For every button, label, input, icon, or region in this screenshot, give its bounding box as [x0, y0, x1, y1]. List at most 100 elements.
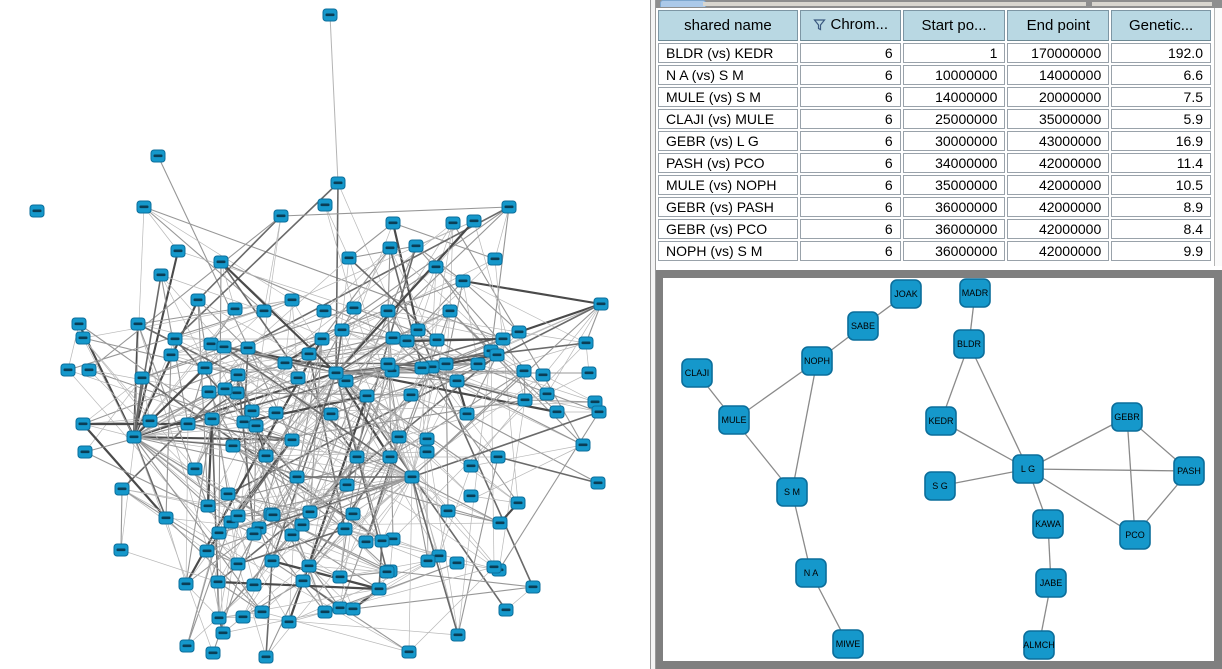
network-node[interactable]	[71, 317, 87, 331]
network-node[interactable]	[419, 432, 435, 446]
network-node[interactable]	[380, 357, 396, 371]
network-node[interactable]	[371, 582, 387, 596]
edge-NOPH-S M[interactable]	[791, 360, 818, 493]
scrollbar-track[interactable]	[1092, 2, 1212, 6]
network-node[interactable]	[289, 470, 305, 484]
network-node[interactable]	[230, 557, 246, 571]
network-node[interactable]	[517, 393, 533, 407]
node-GEBR[interactable]: GEBR	[1111, 402, 1143, 432]
network-node[interactable]	[487, 252, 503, 266]
network-node[interactable]	[290, 371, 306, 385]
network-node[interactable]	[220, 487, 236, 501]
network-node[interactable]	[440, 504, 456, 518]
network-node[interactable]	[216, 340, 232, 354]
node-JABE[interactable]: JABE	[1035, 568, 1067, 598]
network-node[interactable]	[404, 470, 420, 484]
network-node[interactable]	[217, 382, 233, 396]
node-N A[interactable]: N A	[795, 558, 827, 588]
table-row[interactable]: GEBR (vs) PCO 6 36000000 42000000 8.4	[658, 219, 1211, 239]
network-node[interactable]	[314, 332, 330, 346]
network-node[interactable]	[575, 438, 591, 452]
network-node[interactable]	[317, 198, 333, 212]
main-network-canvas[interactable]	[0, 0, 650, 669]
network-node[interactable]	[126, 430, 142, 444]
network-node[interactable]	[215, 626, 231, 640]
network-node[interactable]	[158, 511, 174, 525]
edge-BLDR-L G[interactable]	[968, 343, 1029, 470]
node-JOAK[interactable]: JOAK	[890, 279, 922, 309]
network-node[interactable]	[29, 204, 45, 218]
network-node[interactable]	[316, 304, 332, 318]
network-node[interactable]	[578, 336, 594, 350]
table-row[interactable]: PASH (vs) PCO 6 34000000 42000000 11.4	[658, 153, 1211, 173]
column-header-genetic[interactable]: Genetic...	[1111, 10, 1211, 41]
table-row[interactable]: CLAJI (vs) MULE 6 25000000 35000000 5.9	[658, 109, 1211, 129]
network-node[interactable]	[323, 407, 339, 421]
node-KEDR[interactable]: KEDR	[925, 406, 957, 436]
network-node[interactable]	[459, 407, 475, 421]
node-NOPH[interactable]: NOPH	[801, 346, 833, 376]
table-row[interactable]: NOPH (vs) S M 6 36000000 42000000 9.9	[658, 241, 1211, 261]
edge-L G-GEBR[interactable]	[1027, 416, 1128, 470]
network-node[interactable]	[341, 251, 357, 265]
table-row[interactable]: MULE (vs) S M 6 14000000 20000000 7.5	[658, 87, 1211, 107]
network-node[interactable]	[167, 332, 183, 346]
network-node[interactable]	[330, 176, 346, 190]
network-node[interactable]	[401, 645, 417, 659]
network-node[interactable]	[382, 450, 398, 464]
network-node[interactable]	[180, 417, 196, 431]
network-node[interactable]	[501, 200, 517, 214]
network-node[interactable]	[438, 357, 454, 371]
network-node[interactable]	[75, 331, 91, 345]
network-node[interactable]	[511, 325, 527, 339]
network-node[interactable]	[349, 450, 365, 464]
network-node[interactable]	[268, 406, 284, 420]
network-node[interactable]	[197, 361, 213, 375]
edge-L G-PASH[interactable]	[1027, 468, 1190, 472]
filter-icon[interactable]	[812, 19, 826, 31]
network-node[interactable]	[337, 522, 353, 536]
network-node[interactable]	[114, 482, 130, 496]
network-node[interactable]	[170, 244, 186, 258]
network-node[interactable]	[382, 241, 398, 255]
node-KAWA[interactable]: KAWA	[1032, 509, 1064, 539]
network-node[interactable]	[248, 419, 264, 433]
network-node[interactable]	[163, 348, 179, 362]
network-node[interactable]	[466, 214, 482, 228]
network-node[interactable]	[230, 509, 246, 523]
network-node[interactable]	[535, 368, 551, 382]
edge-GEBR-PCO[interactable]	[1126, 416, 1136, 536]
network-node[interactable]	[539, 387, 555, 401]
network-node[interactable]	[60, 363, 76, 377]
network-node[interactable]	[590, 476, 606, 490]
network-node[interactable]	[495, 332, 511, 346]
network-node[interactable]	[455, 274, 471, 288]
network-node[interactable]	[211, 611, 227, 625]
network-node[interactable]	[339, 478, 355, 492]
network-node[interactable]	[346, 301, 362, 315]
network-node[interactable]	[420, 554, 436, 568]
network-node[interactable]	[374, 534, 390, 548]
network-node[interactable]	[213, 255, 229, 269]
network-node[interactable]	[429, 333, 445, 347]
network-node[interactable]	[77, 445, 93, 459]
network-node[interactable]	[210, 575, 226, 589]
network-node[interactable]	[178, 577, 194, 591]
network-node[interactable]	[450, 628, 466, 642]
column-header-end-point[interactable]: End point	[1007, 10, 1110, 41]
network-node[interactable]	[442, 304, 458, 318]
network-node[interactable]	[489, 348, 505, 362]
network-node[interactable]	[75, 417, 91, 431]
network-node[interactable]	[549, 405, 565, 419]
network-node[interactable]	[150, 149, 166, 163]
network-node[interactable]	[205, 646, 221, 660]
network-node[interactable]	[322, 8, 338, 22]
network-node[interactable]	[203, 337, 219, 351]
network-node[interactable]	[332, 601, 348, 615]
network-node[interactable]	[470, 357, 486, 371]
network-node[interactable]	[258, 449, 274, 463]
network-node[interactable]	[204, 412, 220, 426]
network-node[interactable]	[486, 560, 502, 574]
network-node[interactable]	[449, 556, 465, 570]
network-node[interactable]	[142, 414, 158, 428]
